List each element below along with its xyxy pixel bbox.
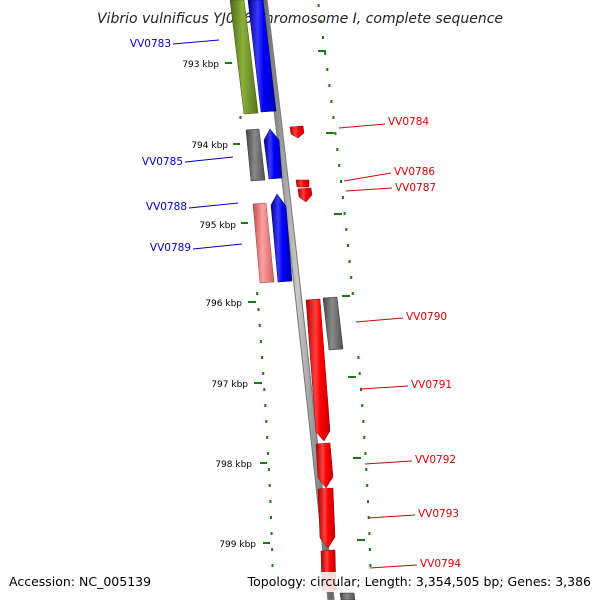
reverse-gene-labels: VV0784 VV0786 VV0787 VV0790 VV0791 VV079… bbox=[338, 116, 461, 570]
ring-dot bbox=[341, 196, 344, 199]
footer: Accession: NC_005139 Topology: circular;… bbox=[9, 572, 600, 592]
ring-dot bbox=[263, 388, 266, 391]
reverse-strand-features bbox=[289, 125, 356, 600]
kbp-tick-label: 795 kbp bbox=[199, 221, 236, 231]
kbp-tick-label: 798 kbp bbox=[215, 460, 252, 470]
ring-dot bbox=[351, 292, 354, 295]
ring-dot bbox=[343, 212, 346, 215]
accession-text: Accession: NC_005139 bbox=[9, 574, 151, 589]
ring-dot bbox=[269, 500, 272, 503]
ring-dot bbox=[322, 36, 324, 39]
ring-dot bbox=[369, 564, 372, 567]
gene-label-vv0794[interactable]: VV0794 bbox=[420, 558, 461, 570]
ring-dot bbox=[326, 68, 329, 71]
gene-label-vv0791[interactable]: VV0791 bbox=[411, 379, 452, 391]
ring-dot bbox=[268, 484, 271, 487]
gene-label-vv0788[interactable]: VV0788 bbox=[146, 201, 187, 213]
ring-dot bbox=[265, 420, 268, 423]
ring-dot bbox=[239, 116, 242, 119]
ring-dot bbox=[345, 228, 348, 231]
kbp-scale: 793 kbp 794 kbp 795 kbp 796 kbp 797 kbp … bbox=[182, 60, 270, 550]
ring-dot bbox=[258, 324, 261, 327]
ring-dot bbox=[358, 372, 361, 375]
ring-dot bbox=[262, 372, 265, 375]
gene-label-vv0792[interactable]: VV0792 bbox=[415, 454, 456, 466]
ring-dot bbox=[271, 548, 274, 551]
kbp-tick-label: 799 kbp bbox=[219, 540, 256, 550]
ring-dot bbox=[361, 404, 364, 407]
gene-vv0785-blue[interactable] bbox=[263, 128, 283, 180]
map-title: Vibrio vulnificus YJ016 chromosome I, co… bbox=[97, 11, 503, 27]
ring-dot bbox=[368, 532, 371, 535]
ring-dot bbox=[363, 436, 366, 439]
ring-dot bbox=[367, 500, 369, 503]
ring-dot bbox=[348, 260, 351, 263]
gene-label-vv0789[interactable]: VV0789 bbox=[150, 242, 191, 254]
ring-dot bbox=[362, 420, 365, 423]
ring-dot bbox=[270, 516, 272, 519]
gene-label-vv0785[interactable]: VV0785 bbox=[142, 156, 183, 168]
ring-dot bbox=[350, 276, 353, 279]
gene-bottom-gray[interactable] bbox=[339, 592, 356, 600]
ring-dot bbox=[256, 292, 259, 295]
ring-dot bbox=[366, 484, 369, 487]
kbp-tick-label: 796 kbp bbox=[205, 299, 242, 309]
gene-label-vv0793[interactable]: VV0793 bbox=[418, 508, 459, 520]
ring-dot bbox=[317, 4, 320, 7]
ring-dot bbox=[259, 340, 262, 343]
ring-dot bbox=[336, 148, 339, 151]
ring-dot bbox=[338, 164, 341, 167]
outer-ring-ticks bbox=[318, 50, 365, 541]
ring-dot bbox=[332, 116, 335, 119]
ring-dot bbox=[264, 404, 267, 407]
ring-dot bbox=[334, 132, 337, 135]
ring-dot bbox=[270, 532, 273, 535]
ring-dot bbox=[328, 84, 331, 87]
ring-dot bbox=[271, 564, 274, 567]
gene-vv0784-red[interactable] bbox=[289, 125, 305, 139]
ring-dot bbox=[368, 548, 371, 551]
gene-label-vv0786[interactable]: VV0786 bbox=[394, 166, 435, 178]
gene-vv0789-pink[interactable] bbox=[252, 202, 275, 284]
inner-dotted-ring bbox=[239, 116, 274, 567]
ring-dot bbox=[340, 180, 342, 183]
gene-label-vv0790[interactable]: VV0790 bbox=[406, 311, 447, 323]
gene-label-vv0783[interactable]: VV0783 bbox=[130, 38, 171, 50]
gene-vv0786-red[interactable] bbox=[295, 179, 310, 188]
kbp-tick-label: 794 kbp bbox=[191, 141, 228, 151]
gene-vv0793-red[interactable] bbox=[317, 487, 336, 549]
ring-dot bbox=[330, 100, 333, 103]
gene-label-vv0787[interactable]: VV0787 bbox=[395, 182, 436, 194]
ring-dot bbox=[365, 468, 368, 471]
gene-vv0792-red[interactable] bbox=[315, 442, 334, 489]
kbp-tick-label: 797 kbp bbox=[211, 380, 248, 390]
gene-vv0785-gray[interactable] bbox=[245, 128, 266, 182]
gene-vv0790-red[interactable] bbox=[305, 298, 331, 442]
ring-dot bbox=[347, 244, 349, 247]
forward-strand-features bbox=[229, 0, 293, 284]
gene-vv0790-gray[interactable] bbox=[322, 296, 344, 351]
ring-dot bbox=[261, 356, 264, 359]
kbp-tick-label: 793 kbp bbox=[182, 60, 219, 70]
ring-dot bbox=[319, 20, 322, 23]
gene-vv0788-blue[interactable] bbox=[270, 193, 293, 283]
gene-label-vv0784[interactable]: VV0784 bbox=[388, 116, 429, 128]
topology-text: Topology: circular; Length: 3,354,505 bp… bbox=[247, 574, 591, 589]
ring-dot bbox=[266, 436, 269, 439]
ring-dot bbox=[257, 308, 260, 311]
gene-vv0787-red[interactable] bbox=[297, 187, 313, 203]
forward-gene-labels: VV0783 VV0785 VV0788 VV0789 bbox=[130, 38, 243, 254]
gene-vv0783-green[interactable] bbox=[229, 0, 259, 115]
gene-vv0783-blue[interactable] bbox=[247, 0, 277, 113]
ring-dot bbox=[364, 452, 367, 455]
ring-dot bbox=[357, 356, 360, 359]
ring-dot bbox=[360, 388, 362, 391]
ring-dot bbox=[324, 52, 327, 55]
ring-dot bbox=[267, 468, 270, 471]
ring-dot bbox=[267, 452, 270, 455]
